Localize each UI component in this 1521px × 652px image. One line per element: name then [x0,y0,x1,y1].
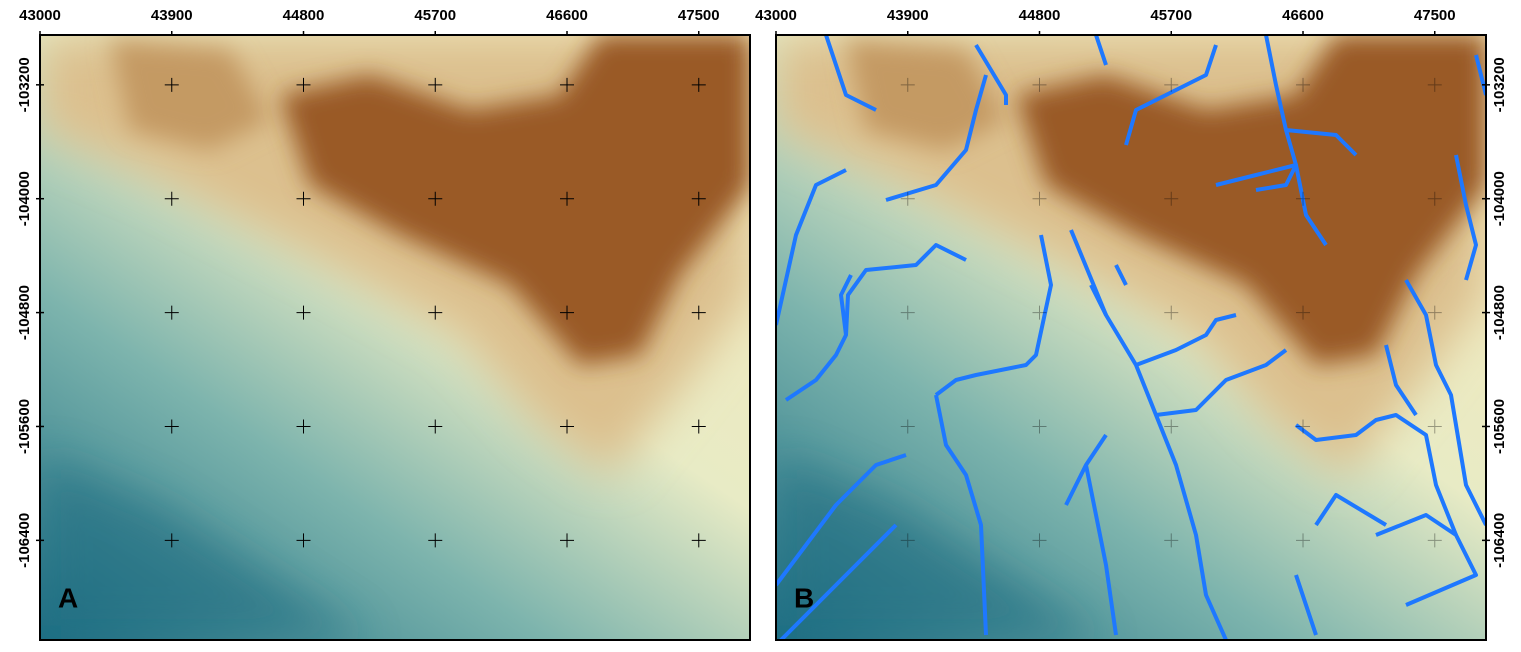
y-tick-label: -105600 [1491,399,1508,454]
panel-label: A [58,582,78,613]
y-tick-label: -106400 [16,513,33,568]
y-tick-label: -106400 [1491,513,1508,568]
y-tick-label: -103200 [1491,57,1508,112]
y-tick-label: -104800 [16,285,33,340]
y-tick-label: -103200 [16,57,33,112]
x-tick-label: 46600 [546,7,588,24]
x-tick-label: 47500 [678,7,720,24]
x-tick-label: 44800 [1019,7,1061,24]
figure: 43000 43900 44800 45700 46600 47500 -103200 -10… [0,0,1521,647]
y-tick-label: -104800 [1491,285,1508,340]
x-tick-label: 43000 [19,7,61,24]
y-tick-label: -104000 [16,171,33,226]
y-tick-label: -104000 [1491,171,1508,226]
x-tick-label: 45700 [414,7,456,24]
x-tick-label: 46600 [1282,7,1324,24]
x-tick-label: 43900 [887,7,929,24]
y-tick-label: -105600 [16,399,33,454]
map-panel [776,35,1486,645]
panel-label: B [794,582,814,613]
x-tick-label: 43900 [151,7,193,24]
elevation-raster [40,35,750,640]
x-tick-label: 45700 [1150,7,1192,24]
x-tick-label: 44800 [283,7,325,24]
x-tick-label: 43000 [755,7,797,24]
x-tick-label: 47500 [1414,7,1456,24]
map-panel [40,35,750,640]
